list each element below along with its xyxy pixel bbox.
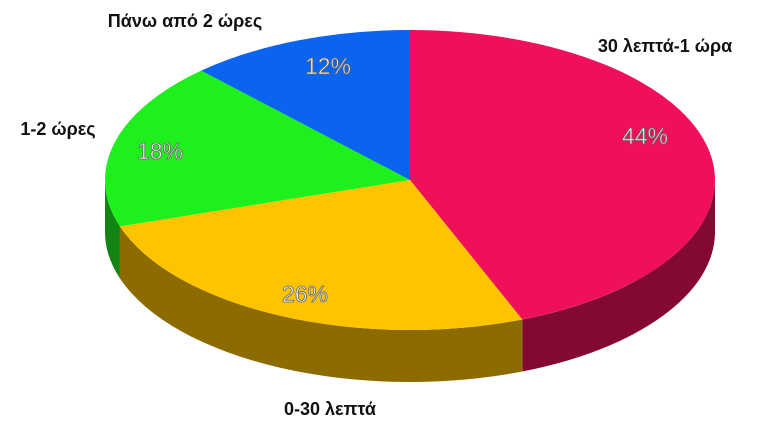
slice: [105, 70, 410, 227]
value-label: 18%: [137, 138, 183, 164]
slice: [201, 30, 410, 180]
category-label: Πάνω από 2 ώρες: [108, 11, 262, 31]
slice: [410, 30, 715, 320]
value-label: 12%: [305, 53, 351, 79]
slice-side: [119, 226, 523, 382]
slice-side: [105, 180, 120, 279]
category-label: 0-30 λεπτά: [284, 399, 376, 419]
slice: [119, 180, 523, 330]
value-label: 44%: [622, 123, 668, 149]
category-label: 30 λεπτά-1 ώρα: [598, 36, 732, 56]
slice-side: [522, 180, 715, 372]
value-label: 26%: [282, 281, 328, 307]
category-label: 1-2 ώρες: [20, 119, 95, 139]
